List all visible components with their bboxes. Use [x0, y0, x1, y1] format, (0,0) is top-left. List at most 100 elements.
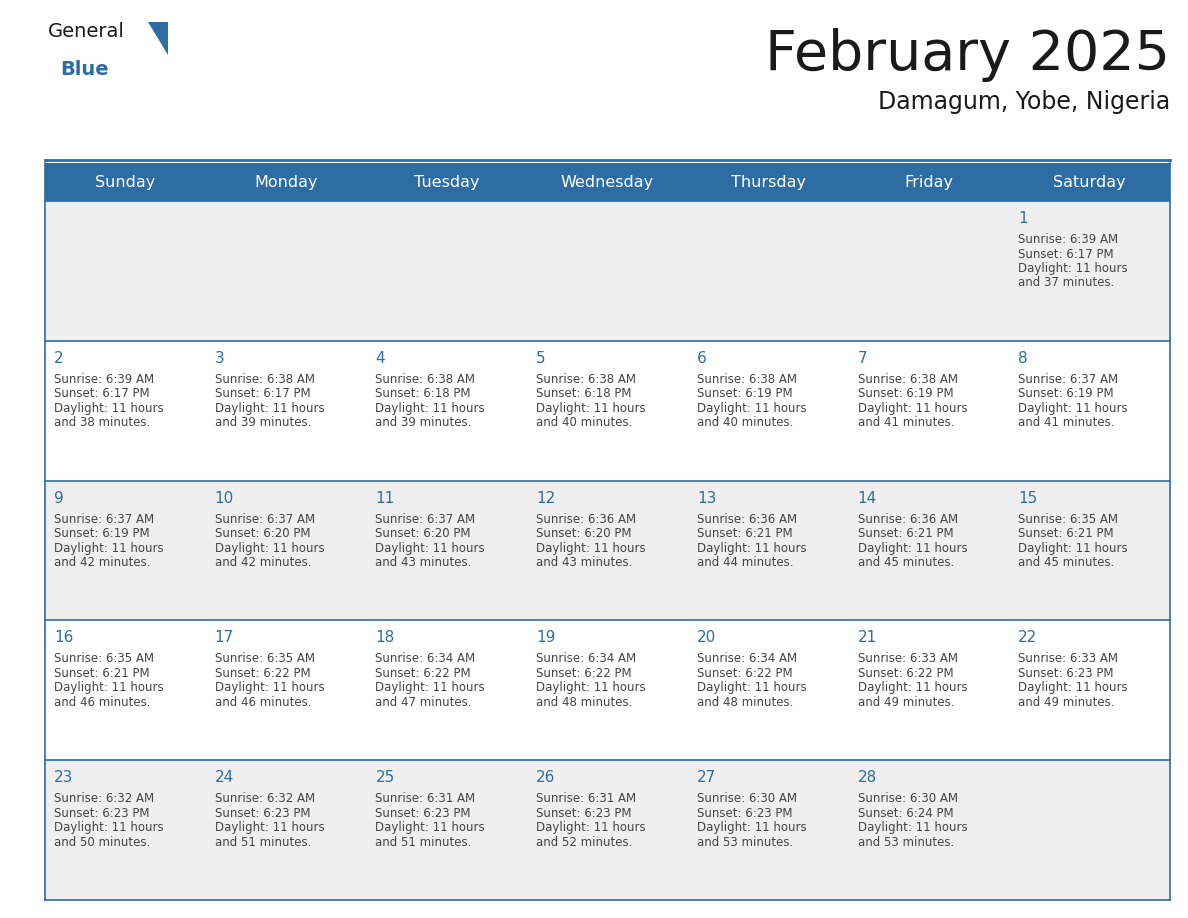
Text: Sunset: 6:21 PM: Sunset: 6:21 PM — [697, 527, 792, 540]
Text: Daylight: 11 hours: Daylight: 11 hours — [215, 822, 324, 834]
Text: Blue: Blue — [61, 60, 108, 79]
Text: Daylight: 11 hours: Daylight: 11 hours — [53, 822, 164, 834]
Text: Daylight: 11 hours: Daylight: 11 hours — [1018, 262, 1127, 275]
Text: and 41 minutes.: and 41 minutes. — [858, 416, 954, 430]
Bar — [206, 621, 366, 760]
Text: Daylight: 11 hours: Daylight: 11 hours — [1018, 542, 1127, 554]
Text: and 42 minutes.: and 42 minutes. — [215, 556, 311, 569]
Text: and 39 minutes.: and 39 minutes. — [375, 416, 472, 430]
Text: 10: 10 — [215, 490, 234, 506]
Bar — [206, 760, 366, 900]
Text: Sunset: 6:23 PM: Sunset: 6:23 PM — [215, 807, 310, 820]
Text: Sunrise: 6:39 AM: Sunrise: 6:39 AM — [1018, 233, 1118, 246]
Bar — [1010, 341, 1170, 481]
Text: Sunset: 6:20 PM: Sunset: 6:20 PM — [215, 527, 310, 540]
Text: Sunset: 6:23 PM: Sunset: 6:23 PM — [536, 807, 632, 820]
Text: 28: 28 — [858, 770, 877, 785]
Bar — [366, 481, 527, 621]
Text: Sunrise: 6:38 AM: Sunrise: 6:38 AM — [215, 373, 315, 386]
Bar — [848, 621, 1010, 760]
Text: Sunrise: 6:33 AM: Sunrise: 6:33 AM — [858, 653, 958, 666]
Text: Sunset: 6:17 PM: Sunset: 6:17 PM — [1018, 248, 1114, 261]
Text: Daylight: 11 hours: Daylight: 11 hours — [53, 542, 164, 554]
Text: and 53 minutes.: and 53 minutes. — [697, 835, 794, 849]
Text: 22: 22 — [1018, 631, 1037, 645]
Text: 11: 11 — [375, 490, 394, 506]
Bar — [848, 481, 1010, 621]
Text: Daylight: 11 hours: Daylight: 11 hours — [697, 822, 807, 834]
Bar — [848, 341, 1010, 481]
Text: Sunrise: 6:37 AM: Sunrise: 6:37 AM — [215, 512, 315, 526]
Text: Sunrise: 6:32 AM: Sunrise: 6:32 AM — [53, 792, 154, 805]
Text: Sunrise: 6:36 AM: Sunrise: 6:36 AM — [697, 512, 797, 526]
Text: Daylight: 11 hours: Daylight: 11 hours — [53, 402, 164, 415]
Text: Sunrise: 6:38 AM: Sunrise: 6:38 AM — [858, 373, 958, 386]
Text: and 52 minutes.: and 52 minutes. — [536, 835, 632, 849]
Text: Sunrise: 6:34 AM: Sunrise: 6:34 AM — [536, 653, 637, 666]
Text: Sunset: 6:21 PM: Sunset: 6:21 PM — [53, 666, 150, 680]
Text: 14: 14 — [858, 490, 877, 506]
Text: 1: 1 — [1018, 211, 1028, 226]
Bar — [1010, 760, 1170, 900]
Text: Daylight: 11 hours: Daylight: 11 hours — [858, 402, 967, 415]
Text: 16: 16 — [53, 631, 74, 645]
Text: and 51 minutes.: and 51 minutes. — [375, 835, 472, 849]
Text: February 2025: February 2025 — [765, 28, 1170, 82]
Text: 25: 25 — [375, 770, 394, 785]
Bar — [688, 481, 848, 621]
Text: Sunrise: 6:30 AM: Sunrise: 6:30 AM — [858, 792, 958, 805]
Bar — [688, 760, 848, 900]
Text: Sunset: 6:24 PM: Sunset: 6:24 PM — [858, 807, 953, 820]
Bar — [1010, 481, 1170, 621]
Text: Daylight: 11 hours: Daylight: 11 hours — [536, 542, 646, 554]
Text: 5: 5 — [536, 351, 545, 365]
Text: Sunset: 6:22 PM: Sunset: 6:22 PM — [375, 666, 472, 680]
Bar — [45, 760, 206, 900]
Text: Daylight: 11 hours: Daylight: 11 hours — [215, 542, 324, 554]
Text: 18: 18 — [375, 631, 394, 645]
Text: and 50 minutes.: and 50 minutes. — [53, 835, 150, 849]
Text: and 45 minutes.: and 45 minutes. — [1018, 556, 1114, 569]
Text: Sunset: 6:20 PM: Sunset: 6:20 PM — [375, 527, 470, 540]
Text: Friday: Friday — [904, 174, 954, 189]
Text: Daylight: 11 hours: Daylight: 11 hours — [215, 681, 324, 694]
Text: Daylight: 11 hours: Daylight: 11 hours — [858, 822, 967, 834]
Text: Thursday: Thursday — [731, 174, 805, 189]
Text: Daylight: 11 hours: Daylight: 11 hours — [858, 542, 967, 554]
Text: and 49 minutes.: and 49 minutes. — [1018, 696, 1114, 709]
Text: Sunset: 6:23 PM: Sunset: 6:23 PM — [1018, 666, 1114, 680]
Text: Sunrise: 6:36 AM: Sunrise: 6:36 AM — [536, 512, 637, 526]
Text: General: General — [48, 22, 125, 41]
Text: 7: 7 — [858, 351, 867, 365]
Text: and 46 minutes.: and 46 minutes. — [53, 696, 151, 709]
Text: 17: 17 — [215, 631, 234, 645]
Text: 15: 15 — [1018, 490, 1037, 506]
Text: and 43 minutes.: and 43 minutes. — [375, 556, 472, 569]
Bar — [527, 621, 688, 760]
Text: Daylight: 11 hours: Daylight: 11 hours — [1018, 402, 1127, 415]
Bar — [527, 481, 688, 621]
Text: 12: 12 — [536, 490, 556, 506]
Text: Sunset: 6:22 PM: Sunset: 6:22 PM — [215, 666, 310, 680]
Bar — [45, 163, 1170, 201]
Text: Sunset: 6:19 PM: Sunset: 6:19 PM — [53, 527, 150, 540]
Text: Sunrise: 6:38 AM: Sunrise: 6:38 AM — [375, 373, 475, 386]
Text: Sunrise: 6:37 AM: Sunrise: 6:37 AM — [375, 512, 475, 526]
Text: Daylight: 11 hours: Daylight: 11 hours — [375, 542, 485, 554]
Text: Sunrise: 6:39 AM: Sunrise: 6:39 AM — [53, 373, 154, 386]
Text: 24: 24 — [215, 770, 234, 785]
Text: Sunset: 6:21 PM: Sunset: 6:21 PM — [858, 527, 953, 540]
Text: Sunrise: 6:38 AM: Sunrise: 6:38 AM — [697, 373, 797, 386]
Text: 9: 9 — [53, 490, 64, 506]
Text: Daylight: 11 hours: Daylight: 11 hours — [536, 822, 646, 834]
Text: Daylight: 11 hours: Daylight: 11 hours — [536, 681, 646, 694]
Bar — [45, 201, 206, 341]
Text: Sunset: 6:21 PM: Sunset: 6:21 PM — [1018, 527, 1114, 540]
Text: Sunrise: 6:37 AM: Sunrise: 6:37 AM — [53, 512, 154, 526]
Bar — [1010, 201, 1170, 341]
Text: Damagum, Yobe, Nigeria: Damagum, Yobe, Nigeria — [878, 90, 1170, 114]
Text: Monday: Monday — [254, 174, 318, 189]
Bar — [848, 760, 1010, 900]
Bar — [45, 341, 206, 481]
Text: 13: 13 — [697, 490, 716, 506]
